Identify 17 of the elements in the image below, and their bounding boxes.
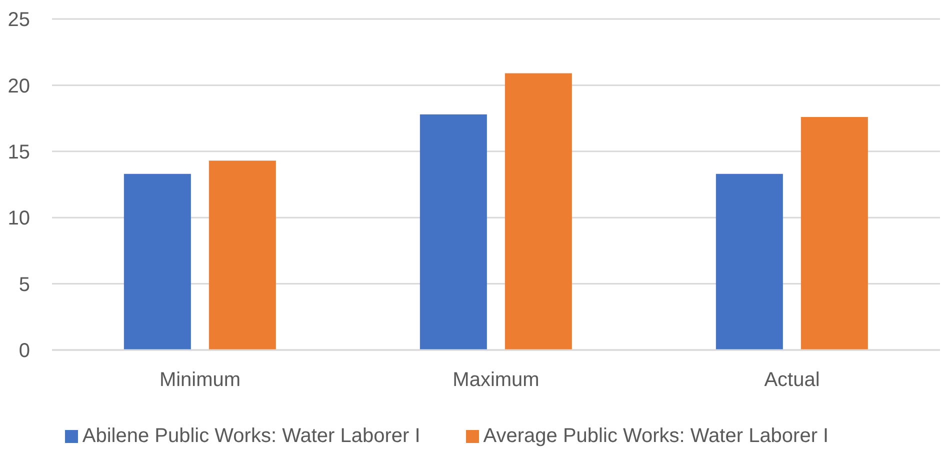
x-tick-label: Actual	[764, 369, 820, 392]
y-tick-label: 5	[18, 274, 30, 296]
y-tick-label: 15	[8, 142, 30, 164]
x-tick-label: Maximum	[452, 369, 540, 392]
bar	[504, 73, 572, 350]
legend-label: Average Public Works: Water Laborer I	[483, 425, 829, 447]
y-tick-label: 20	[8, 75, 30, 98]
y-tick-label: 0	[18, 340, 30, 362]
bar	[800, 116, 868, 350]
x-tick-label: Minimum	[159, 369, 241, 392]
y-tick-label: 25	[8, 9, 30, 32]
bar	[208, 160, 276, 350]
bar	[124, 174, 191, 350]
y-tick-label: 10	[8, 208, 30, 230]
legend-label: Abilene Public Works: Water Laborer I	[82, 425, 420, 447]
bar	[716, 174, 783, 350]
bar	[420, 114, 487, 350]
